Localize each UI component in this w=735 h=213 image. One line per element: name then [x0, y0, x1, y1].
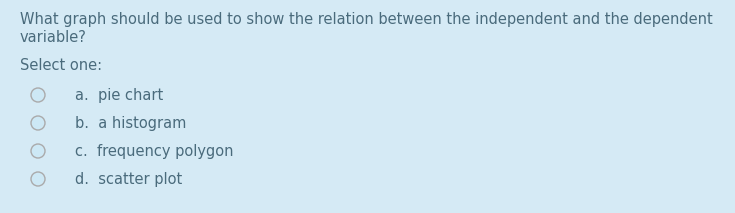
- Ellipse shape: [31, 172, 45, 186]
- Text: c.  frequency polygon: c. frequency polygon: [75, 144, 234, 159]
- Ellipse shape: [31, 144, 45, 158]
- Text: Select one:: Select one:: [20, 58, 102, 73]
- Text: variable?: variable?: [20, 30, 87, 45]
- Text: b.  a histogram: b. a histogram: [75, 116, 187, 131]
- Text: What graph should be used to show the relation between the independent and the d: What graph should be used to show the re…: [20, 12, 713, 27]
- Ellipse shape: [31, 88, 45, 102]
- Text: a.  pie chart: a. pie chart: [75, 88, 163, 103]
- Text: d.  scatter plot: d. scatter plot: [75, 172, 182, 187]
- Ellipse shape: [31, 116, 45, 130]
